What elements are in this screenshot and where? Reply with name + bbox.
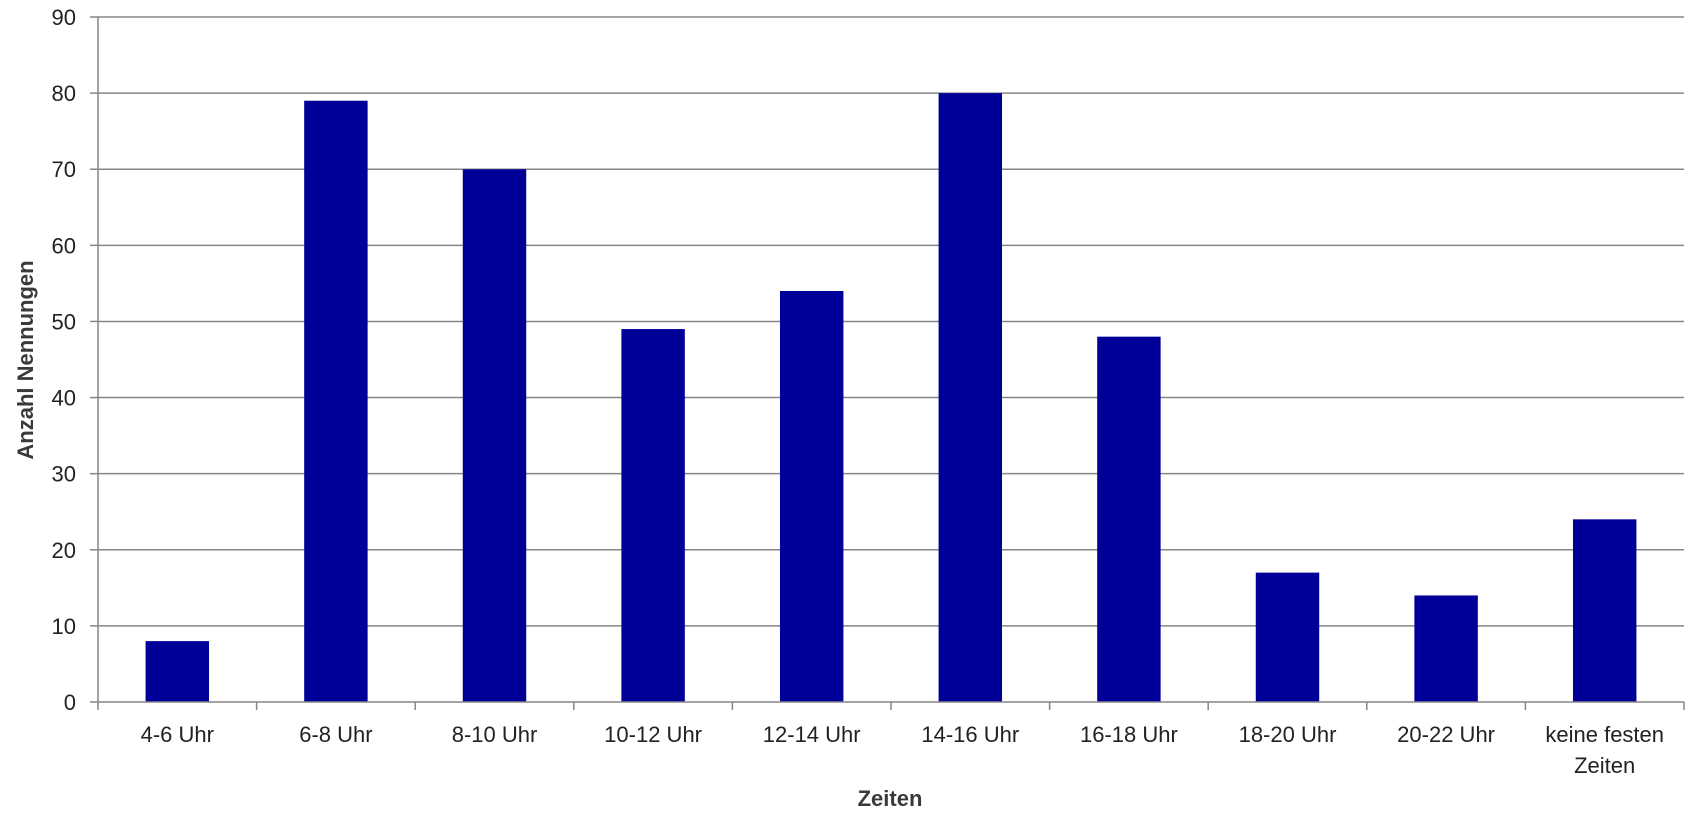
bar [1414, 595, 1478, 702]
y-tick-label: 80 [52, 81, 76, 106]
y-tick-label: 20 [52, 538, 76, 563]
bar [779, 291, 844, 702]
y-tick-label: 40 [52, 386, 76, 411]
x-tick-label: 4-6 Uhr [141, 722, 214, 747]
x-tick-label: Zeiten [1574, 753, 1635, 778]
bar [1255, 572, 1320, 702]
x-tick-label: 20-22 Uhr [1397, 722, 1495, 747]
y-tick-label: 70 [52, 157, 76, 182]
y-tick-labels: 0 10 20 30 40 50 60 70 80 90 [52, 5, 76, 715]
x-tick-labels: 4-6 Uhr 6-8 Uhr 8-10 Uhr 10-12 Uhr 12-14 Uhr… [141, 722, 1664, 778]
bar [1097, 336, 1161, 702]
y-axis-title: Anzahl Nennungen [13, 260, 38, 459]
bar [621, 329, 685, 702]
bar [145, 641, 210, 702]
x-tick-label: keine festen [1545, 722, 1664, 747]
y-tick-label: 90 [52, 5, 76, 30]
bar [462, 169, 527, 702]
y-tick-label: 10 [52, 614, 76, 639]
x-tick-label: 10-12 Uhr [604, 722, 702, 747]
y-tick-label: 0 [64, 690, 76, 715]
x-tick-label: 6-8 Uhr [299, 722, 372, 747]
x-axis-title: Zeiten [858, 786, 923, 811]
bars [145, 93, 1637, 703]
bar [304, 100, 368, 702]
axes [90, 16, 1685, 710]
x-tick-label: 12-14 Uhr [763, 722, 861, 747]
x-tick-label: 14-16 Uhr [921, 722, 1019, 747]
x-tick-label: 18-20 Uhr [1239, 722, 1337, 747]
x-tick-label: 8-10 Uhr [452, 722, 538, 747]
x-tick-label: 16-18 Uhr [1080, 722, 1178, 747]
bar [938, 93, 1003, 703]
y-tick-label: 30 [52, 462, 76, 487]
y-tick-label: 50 [52, 309, 76, 334]
y-tick-label: 60 [52, 233, 76, 258]
bar [1572, 519, 1637, 702]
